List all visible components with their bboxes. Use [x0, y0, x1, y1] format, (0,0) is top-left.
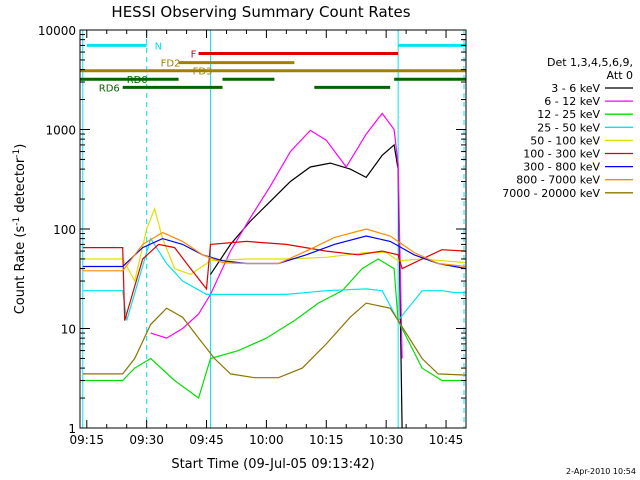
- flag-label-3: FD3: [193, 67, 213, 78]
- legend-label-4: 50 - 100 keV: [530, 134, 600, 147]
- y-axis-label: Count Rate (s-1 detector-1): [12, 144, 28, 315]
- series-line-3: [82, 237, 466, 322]
- flag-label-4: RD0: [127, 75, 148, 86]
- series-line-2: [82, 258, 466, 399]
- x-tick-label-6: 10:45: [429, 433, 464, 447]
- plot-area: N F FD2 FD3 RD0 RD6: [80, 30, 467, 429]
- y-tick-label-1: 10: [61, 323, 76, 337]
- y-axis-label-superscript-1: -1: [12, 217, 22, 226]
- y-tick-label-4: 10000: [38, 24, 76, 38]
- series-line-4: [82, 206, 467, 283]
- plot-timestamp: 2-Apr-2010 10:54: [566, 467, 636, 476]
- y-tick-label-3: 1000: [45, 124, 76, 138]
- x-tick-label-4: 10:15: [309, 433, 344, 447]
- series-line-5: [82, 240, 467, 321]
- y-axis-label-part-3: ): [13, 144, 28, 149]
- legend-label-5: 100 - 300 keV: [523, 148, 600, 161]
- flag-label-0: N: [155, 41, 162, 52]
- series-line-1: [150, 112, 403, 359]
- series-line-8: [82, 302, 467, 379]
- y-axis-label-part-2: detector: [13, 157, 28, 217]
- y-axis-label-part-1: Count Rate (s: [13, 226, 28, 315]
- series-line-7: [82, 228, 467, 272]
- legend-label-2: 12 - 25 keV: [537, 108, 600, 121]
- x-tick-label-3: 10:00: [249, 433, 284, 447]
- series-line-0: [210, 143, 403, 429]
- legend-label-1: 6 - 12 keV: [544, 95, 600, 108]
- x-tick-label-2: 09:45: [189, 433, 224, 447]
- y-axis-label-superscript-2: -1: [12, 149, 22, 158]
- legend-label-8: 7000 - 20000 keV: [502, 187, 600, 200]
- y-tick-label-2: 100: [53, 223, 76, 237]
- flag-label-5: RD6: [99, 83, 120, 94]
- y-axis: 1 10 100 1000 10000: [38, 24, 466, 436]
- legend-label-3: 25 - 50 keV: [537, 121, 600, 134]
- legend-title-line-1: Att 0: [607, 69, 633, 82]
- y-tick-label-0: 1: [68, 422, 76, 436]
- plot-frame: [79, 29, 467, 429]
- legend-label-7: 800 - 7000 keV: [516, 174, 600, 187]
- legend-title-line-0: Det 1,3,4,5,6,9,: [547, 56, 633, 69]
- legend-label-6: 300 - 800 keV: [523, 161, 600, 174]
- x-tick-label-5: 10:30: [369, 433, 404, 447]
- flag-label-1: F: [191, 50, 197, 61]
- legend-label-0: 3 - 6 keV: [551, 82, 600, 95]
- flag-label-2: FD2: [161, 59, 181, 70]
- x-tick-label-1: 09:30: [129, 433, 164, 447]
- x-axis: 09:15 09:30 09:45 10:00 10:15 10:30 10:45: [69, 30, 463, 447]
- x-axis-label: Start Time (09-Jul-05 09:13:42): [171, 457, 374, 472]
- chart-title: HESSI Observing Summary Count Rates: [111, 3, 410, 21]
- x-tick-label-0: 09:15: [69, 433, 104, 447]
